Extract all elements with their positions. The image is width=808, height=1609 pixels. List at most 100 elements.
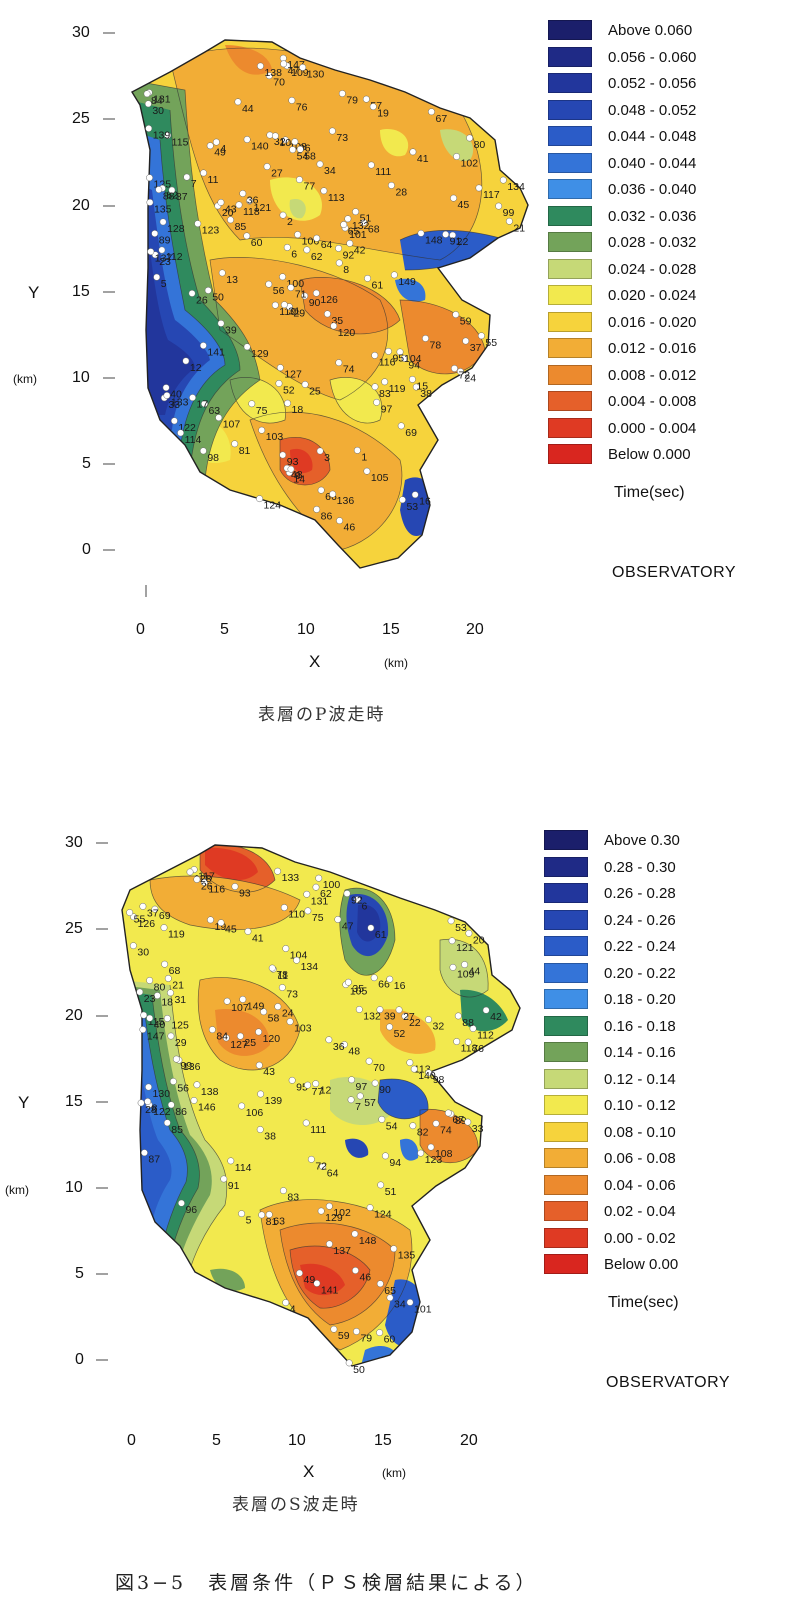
station-label: 46 [359, 1271, 371, 1283]
station-label: 82 [417, 1127, 429, 1139]
station-label: 146 [198, 1101, 216, 1113]
station-point [146, 174, 153, 182]
station-point [139, 1026, 147, 1034]
station-label: 92 [343, 249, 355, 261]
station-point [432, 1120, 440, 1127]
station-point [464, 1118, 472, 1126]
station-label: 112 [477, 1030, 494, 1042]
station-point [248, 400, 256, 408]
station-markers: 1121101111081131221201171091151161019410… [126, 866, 502, 1376]
station-point [276, 364, 284, 372]
station-label: 61 [372, 279, 384, 291]
station-point [201, 400, 208, 408]
station-point [450, 194, 458, 202]
station-point [303, 246, 311, 254]
station-point [377, 1181, 385, 1189]
station-label: 53 [455, 922, 467, 934]
station-point [364, 274, 372, 282]
station-point [360, 219, 368, 226]
station-point [466, 134, 474, 142]
station-label: 147 [147, 1031, 165, 1043]
station-point [303, 890, 311, 898]
station-point [294, 231, 302, 239]
station-label: 122 [153, 1106, 171, 1118]
legend-swatch [544, 883, 588, 903]
legend-item: 0.22 - 0.24 [544, 936, 764, 960]
station-label: 59 [460, 316, 472, 328]
station-label: 7 [191, 178, 197, 190]
station-label: 17 [197, 399, 209, 411]
station-point [189, 394, 196, 402]
station-point [258, 1211, 266, 1219]
station-point [177, 429, 185, 437]
station-point [282, 1299, 290, 1307]
station-label: 92 [351, 895, 363, 907]
station-point [265, 1211, 273, 1219]
station-point [169, 1077, 177, 1085]
station-label: 89 [159, 235, 171, 247]
station-point [271, 301, 279, 309]
y-tick-5: 5 [82, 455, 91, 472]
station-point [193, 875, 201, 883]
station-point [163, 1015, 171, 1022]
x-tick-10: 10 [288, 1432, 306, 1449]
station-label: 84 [216, 1031, 228, 1043]
station-point [291, 138, 299, 146]
legend-item: 0.032 - 0.036 [548, 205, 768, 230]
station-point [140, 1011, 148, 1019]
station-point [193, 1081, 201, 1089]
station-label: 130 [307, 68, 325, 80]
legend-item: Below 0.00 [544, 1254, 764, 1278]
legend-item: 0.000 - 0.004 [548, 417, 768, 442]
station-point [144, 100, 152, 108]
station-point [200, 169, 207, 177]
station-label: 109 [457, 968, 475, 980]
station-point [376, 1329, 384, 1337]
station-label: 16 [394, 980, 406, 992]
station-point [370, 974, 378, 982]
station-label: 69 [405, 427, 417, 439]
legend-swatch [548, 232, 592, 252]
station-label: 42 [354, 244, 366, 256]
legend-swatch [548, 444, 592, 464]
station-point [286, 1018, 294, 1026]
station-label: 83 [287, 1192, 299, 1204]
legend-label: 0.04 - 0.06 [604, 1176, 676, 1194]
legend-swatch [544, 1042, 588, 1062]
station-point [353, 446, 361, 454]
station-point [313, 505, 321, 513]
station-point [366, 1204, 374, 1212]
station-point [320, 187, 328, 195]
station-point [144, 1098, 152, 1105]
p-wave-map-panel: 1121101111081131221219610194115109116117… [0, 0, 808, 725]
x-axis-unit: (km) [382, 1466, 406, 1480]
station-label: 56 [177, 1082, 189, 1094]
station-point [243, 232, 251, 240]
station-point [283, 243, 291, 251]
station-label: 62 [320, 888, 332, 900]
station-label: 141 [207, 347, 225, 359]
station-label: 74 [440, 1125, 452, 1137]
station-label: 43 [225, 203, 237, 215]
y-tick-15: 15 [72, 283, 90, 300]
p-wave-map: 1121101111081131221219610194115109116117… [103, 32, 529, 597]
legend-item: 0.040 - 0.044 [548, 152, 768, 177]
station-point [302, 1119, 310, 1127]
station-point [386, 1294, 394, 1302]
legend-item: 0.26 - 0.28 [544, 883, 764, 907]
station-label: 114 [235, 1162, 252, 1174]
station-label: 74 [343, 364, 355, 376]
legend-item: 0.28 - 0.30 [544, 856, 764, 881]
station-point [163, 1119, 171, 1127]
station-label: 12 [320, 1085, 332, 1097]
station-point [126, 909, 134, 917]
station-point [397, 422, 405, 430]
station-label: 23 [159, 256, 171, 268]
station-point [231, 883, 239, 890]
station-label: 28 [145, 1104, 157, 1116]
s-map-caption: 表層のS波走時 [232, 1495, 360, 1515]
station-label: 47 [288, 65, 300, 77]
station-label: 44 [469, 966, 481, 978]
station-point [160, 924, 168, 932]
station-label: 85 [171, 1124, 183, 1136]
